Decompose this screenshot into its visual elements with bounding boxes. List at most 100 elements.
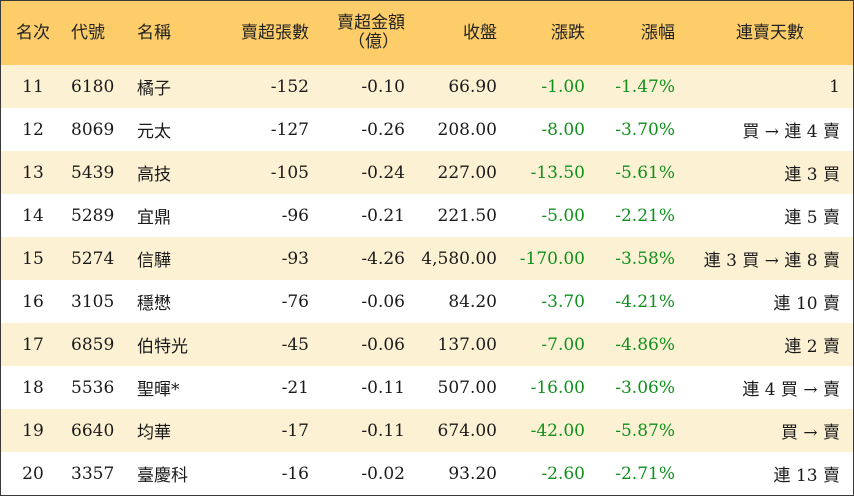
cell-net-sell-lots: -21 [281, 377, 309, 398]
cell-net-sell-lots: -105 [270, 162, 309, 183]
cell-net-sell-lots: -17 [281, 420, 309, 441]
cell-net-sell-amount: -0.11 [361, 420, 405, 441]
cell-net-sell-amount: -4.26 [361, 248, 405, 269]
cell-code: 3357 [71, 463, 115, 484]
cell-close: 137.00 [437, 334, 497, 355]
cell-change: -16.00 [530, 377, 585, 398]
header-close: 收盤 [463, 22, 497, 43]
cell-change: -170.00 [519, 248, 585, 269]
cell-change: -8.00 [541, 119, 585, 140]
header-streak: 連賣天數 [736, 22, 804, 43]
cell-net-sell-amount: -0.26 [361, 119, 405, 140]
cell-net-sell-lots: -16 [281, 463, 309, 484]
cell-code: 5439 [71, 162, 115, 183]
cell-change: -2.60 [541, 463, 585, 484]
header-net-sell-amount-line2: （億） [348, 32, 399, 52]
cell-code: 5289 [71, 205, 115, 226]
cell-close: 93.20 [448, 463, 497, 484]
cell-net-sell-amount: -0.10 [361, 76, 405, 97]
header-code: 代號 [71, 22, 105, 43]
cell-change-pct: -4.86% [615, 334, 675, 355]
cell-name: 臺慶科 [137, 466, 188, 486]
cell-streak: 連 2 賣 [784, 337, 840, 357]
cell-net-sell-amount: -0.24 [361, 162, 405, 183]
cell-code: 6859 [71, 334, 115, 355]
cell-net-sell-amount: -0.02 [361, 463, 405, 484]
cell-streak: 連 4 買 → 賣 [742, 380, 840, 400]
cell-rank: 18 [22, 377, 44, 398]
cell-rank: 12 [22, 119, 44, 140]
cell-name: 信驊 [137, 251, 171, 271]
cell-change-pct: -2.21% [615, 205, 675, 226]
table-row: 14 5289 宜鼎 -96 -0.21 221.50 -5.00 -2.21% 連 5 賣 [1, 194, 853, 237]
cell-streak: 1 [829, 76, 840, 97]
cell-change-pct: -3.58% [615, 248, 675, 269]
cell-streak: 買 → 賣 [780, 423, 840, 443]
cell-streak: 連 10 賣 [773, 294, 840, 314]
cell-close: 674.00 [437, 420, 497, 441]
cell-change: -7.00 [541, 334, 585, 355]
cell-close: 227.00 [437, 162, 497, 183]
cell-rank: 17 [22, 334, 44, 355]
cell-change-pct: -3.70% [615, 119, 675, 140]
table-row: 12 8069 元太 -127 -0.26 208.00 -8.00 -3.70% 買 → 連 … [1, 108, 853, 151]
table-header-row: 名次 代號 名稱 賣超張數 賣超金額 （億） 收盤 漲跌 漲幅 連賣天數 [1, 1, 853, 65]
cell-code: 6180 [71, 76, 115, 97]
cell-rank: 19 [22, 420, 44, 441]
cell-net-sell-lots: -96 [281, 205, 309, 226]
cell-code: 5274 [71, 248, 115, 269]
cell-name: 穩懋 [137, 294, 171, 314]
cell-name: 聖暉* [137, 380, 180, 400]
header-net-sell-lots: 賣超張數 [241, 22, 309, 43]
cell-streak: 連 5 賣 [784, 208, 840, 228]
cell-net-sell-amount: -0.21 [361, 205, 405, 226]
cell-net-sell-lots: -127 [270, 119, 309, 140]
cell-net-sell-lots: -93 [281, 248, 309, 269]
cell-change-pct: -1.47% [615, 76, 675, 97]
cell-name: 橘子 [137, 79, 171, 99]
cell-name: 高技 [137, 165, 171, 185]
cell-streak: 連 3 買 [784, 165, 840, 185]
table-row: 18 5536 聖暉* -21 -0.11 507.00 -16.00 -3.06% 連 4 買… [1, 366, 853, 409]
header-rank: 名次 [16, 22, 50, 43]
table-row: 11 6180 橘子 -152 -0.10 66.90 -1.00 -1.47% 1 [1, 65, 853, 108]
cell-code: 3105 [71, 291, 115, 312]
cell-change-pct: -4.21% [615, 291, 675, 312]
cell-change: -42.00 [530, 420, 585, 441]
table-row: 20 3357 臺慶科 -16 -0.02 93.20 -2.60 -2.71% 連 13 賣 [1, 452, 853, 495]
cell-change: -5.00 [541, 205, 585, 226]
cell-net-sell-lots: -76 [281, 291, 309, 312]
cell-change-pct: -2.71% [615, 463, 675, 484]
header-name: 名稱 [137, 22, 171, 43]
cell-change: -1.00 [541, 76, 585, 97]
cell-net-sell-amount: -0.06 [361, 334, 405, 355]
cell-rank: 13 [22, 162, 44, 183]
cell-change-pct: -3.06% [615, 377, 675, 398]
cell-name: 元太 [137, 122, 171, 142]
header-net-sell-amount-line1: 賣超金額 [337, 13, 405, 33]
cell-change-pct: -5.87% [615, 420, 675, 441]
cell-streak: 連 3 買 → 連 8 賣 [703, 251, 840, 271]
cell-streak: 連 13 賣 [773, 466, 840, 486]
table-row: 15 5274 信驊 -93 -4.26 4,580.00 -170.00 -3.58% 連 3… [1, 237, 853, 280]
cell-close: 66.90 [448, 76, 497, 97]
cell-change-pct: -5.61% [615, 162, 675, 183]
cell-net-sell-lots: -45 [281, 334, 309, 355]
cell-name: 宜鼎 [137, 208, 171, 228]
header-change: 漲跌 [551, 22, 585, 43]
cell-code: 5536 [71, 377, 115, 398]
cell-close: 221.50 [437, 205, 497, 226]
cell-rank: 14 [22, 205, 44, 226]
cell-name: 伯特光 [137, 337, 188, 357]
cell-change: -13.50 [530, 162, 585, 183]
table-row: 19 6640 均華 -17 -0.11 674.00 -42.00 -5.87% 買 → 賣 [1, 409, 853, 452]
table-row: 16 3105 穩懋 -76 -0.06 84.20 -3.70 -4.21% 連 10 賣 [1, 280, 853, 323]
cell-close: 208.00 [437, 119, 497, 140]
table-row: 17 6859 伯特光 -45 -0.06 137.00 -7.00 -4.86% 連 2 賣 [1, 323, 853, 366]
table-row: 13 5439 高技 -105 -0.24 227.00 -13.50 -5.61% 連 3 買 [1, 151, 853, 194]
cell-streak: 買 → 連 4 賣 [742, 122, 840, 142]
cell-rank: 16 [22, 291, 44, 312]
cell-rank: 11 [22, 76, 44, 97]
cell-close: 4,580.00 [421, 248, 497, 269]
